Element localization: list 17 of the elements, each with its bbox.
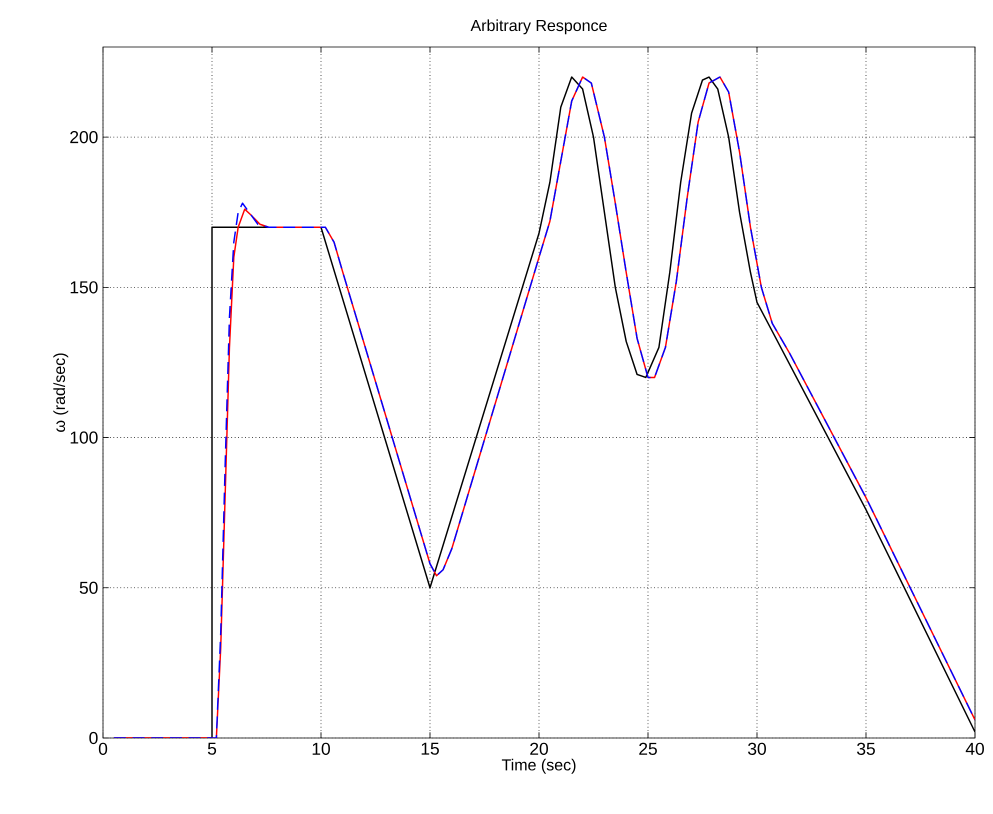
x-tick-label: 5	[208, 742, 216, 755]
x-tick-label: 15	[422, 742, 439, 755]
x-tick-label: 0	[98, 742, 108, 755]
y-tick-label: 100	[70, 431, 98, 444]
x-tick-label: 30	[748, 742, 766, 755]
x-tick-label: 25	[639, 742, 657, 755]
y-axis-title: ω (rad/sec)	[53, 353, 68, 432]
y-tick-label: 200	[70, 130, 98, 144]
x-tick-label: 40	[966, 742, 984, 755]
x-tick-label: 20	[530, 742, 548, 755]
chart-title: Arbitrary Responce	[470, 19, 607, 34]
y-tick-label: 150	[70, 281, 98, 294]
y-tick-label: 50	[80, 582, 98, 594]
x-axis-title: Time (sec)	[502, 758, 576, 774]
x-tick-label: 10	[312, 742, 330, 755]
y-tick-label: 0	[89, 732, 98, 744]
x-tick-label: 35	[857, 742, 875, 755]
